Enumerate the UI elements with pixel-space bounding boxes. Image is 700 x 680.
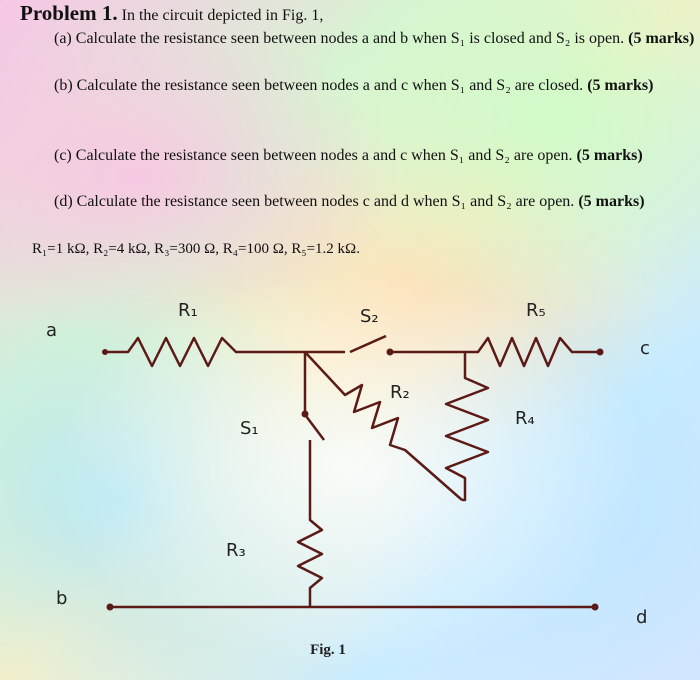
part: (a) Calculate the resistance seen betwee… xyxy=(54,27,700,50)
part-text: Calculate the resistance seen between no… xyxy=(76,193,575,210)
part: (d) Calculate the resistance seen betwee… xyxy=(54,190,700,213)
part: (b) Calculate the resistance seen betwee… xyxy=(54,74,700,97)
part-text: Calculate the resistance seen between no… xyxy=(75,147,573,164)
label-d: d xyxy=(636,607,647,628)
label-r4: R₄ xyxy=(515,408,535,429)
resistor-r2 xyxy=(304,351,463,501)
node-c xyxy=(596,348,604,356)
label-s2: S₂ xyxy=(360,306,379,327)
label-r2: R₂ xyxy=(390,382,410,403)
part-label: (a) xyxy=(54,30,72,47)
label-r1: R₁ xyxy=(178,300,198,321)
part-marks: (5 marks) xyxy=(576,147,643,164)
label-b: b xyxy=(56,588,67,609)
part-marks: (5 marks) xyxy=(587,77,654,94)
caption: Fig. 1 xyxy=(310,642,346,658)
node-b xyxy=(106,603,114,611)
part: (c) Calculate the resistance seen betwee… xyxy=(54,144,700,167)
part-text: Calculate the resistance seen between no… xyxy=(76,77,584,94)
label-r5: R₅ xyxy=(526,300,546,321)
part-marks: (5 marks) xyxy=(628,30,695,47)
label-r3: R₃ xyxy=(226,540,246,561)
part-label: (b) xyxy=(54,77,73,94)
intro: In the circuit depicted in Fig. 1, xyxy=(121,7,324,24)
part-label: (c) xyxy=(54,147,72,164)
label-a: a xyxy=(46,320,57,341)
problem-number: Problem 1. xyxy=(20,1,118,25)
resistor-r3 xyxy=(296,440,324,607)
resistor-r4 xyxy=(444,352,490,502)
node-d xyxy=(591,603,599,611)
heading: Problem 1. In the circuit depicted in Fi… xyxy=(20,2,323,27)
switch-s1 xyxy=(305,415,325,441)
given-values: R₁=1 kΩ, R₂=4 kΩ, R₃=300 Ω, R₄=100 Ω, R₅… xyxy=(32,241,360,257)
part-label: (d) xyxy=(54,193,73,210)
node-a xyxy=(102,349,108,355)
switch-s2 xyxy=(349,334,387,354)
label-s1: S₁ xyxy=(240,418,259,439)
part-text: Calculate the resistance seen between no… xyxy=(75,30,625,47)
resistor-r5 xyxy=(390,336,598,368)
label-c: c xyxy=(640,338,650,359)
resistor-r1 xyxy=(105,336,345,368)
part-marks: (5 marks) xyxy=(578,193,645,210)
